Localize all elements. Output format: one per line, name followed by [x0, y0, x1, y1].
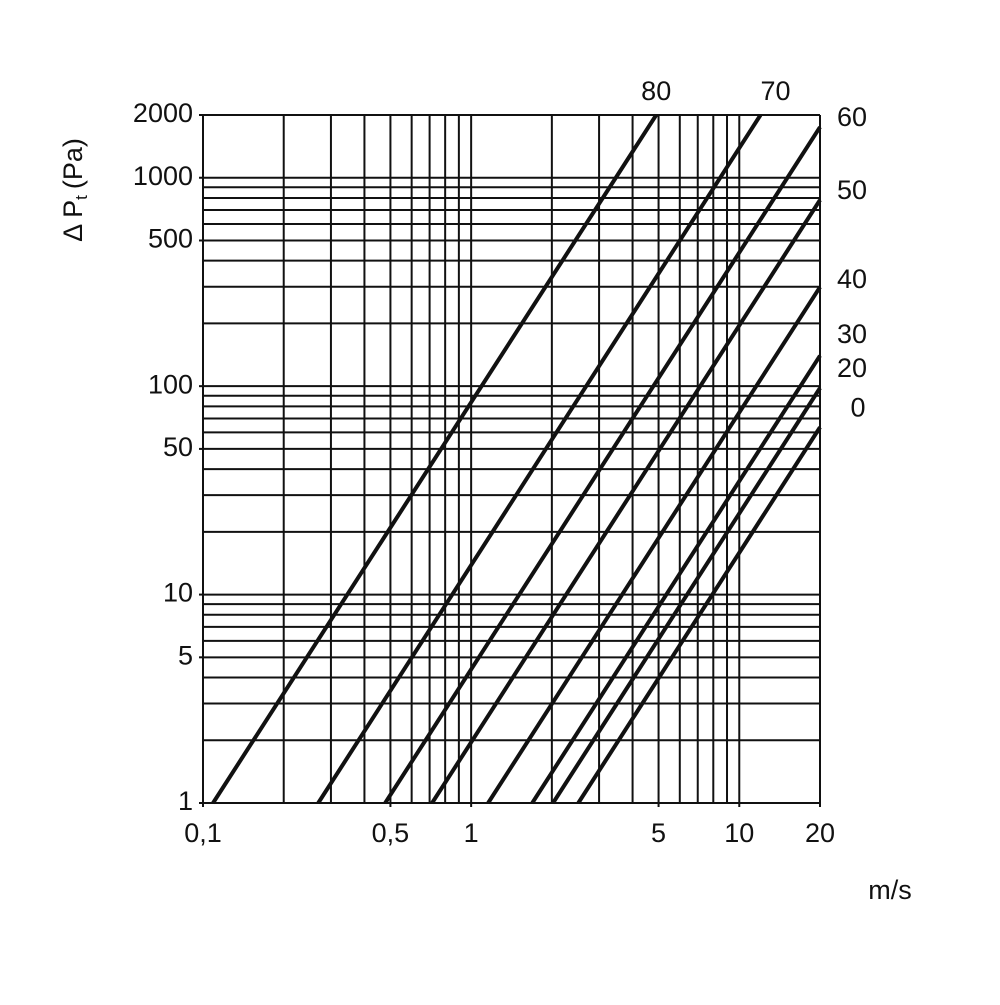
y-tick-label: 1 — [178, 786, 193, 816]
y-tick-label: 100 — [148, 369, 193, 399]
x-tick-label: 0,1 — [184, 818, 222, 848]
series-label: 30 — [837, 319, 867, 349]
curve — [486, 285, 822, 805]
x-tick-label: 1 — [464, 818, 479, 848]
curve — [383, 126, 822, 805]
series-label: 40 — [837, 264, 867, 294]
y-tick-label: 500 — [148, 224, 193, 254]
x-axis-label: m/s — [868, 875, 912, 905]
x-tick-label: 20 — [805, 818, 835, 848]
curve — [551, 386, 822, 805]
y-label-subscript: t — [72, 195, 91, 200]
curve — [430, 198, 822, 805]
curve — [530, 354, 822, 805]
x-tick-label: 0,5 — [372, 818, 410, 848]
y-axis-label: Δ Pt (Pa) — [58, 138, 91, 242]
y-label-unit: (Pa) — [58, 138, 88, 189]
y-tick-label: 1000 — [133, 161, 193, 191]
x-tick-label: 10 — [724, 818, 754, 848]
curve — [316, 113, 763, 805]
series-label: 70 — [760, 76, 790, 106]
series-label: 20 — [837, 353, 867, 383]
series-label: 80 — [641, 76, 671, 106]
curve — [211, 113, 658, 805]
y-label-symbol: Δ P — [58, 200, 88, 242]
y-tick-label: 50 — [163, 432, 193, 462]
y-tick-label: 5 — [178, 640, 193, 670]
curve — [576, 426, 822, 805]
series-label: 60 — [837, 102, 867, 132]
y-tick-label: 10 — [163, 578, 193, 608]
series-label: 50 — [837, 175, 867, 205]
x-tick-label: 5 — [651, 818, 666, 848]
series-label: 0 — [850, 392, 865, 422]
y-tick-label: 2000 — [133, 98, 193, 128]
